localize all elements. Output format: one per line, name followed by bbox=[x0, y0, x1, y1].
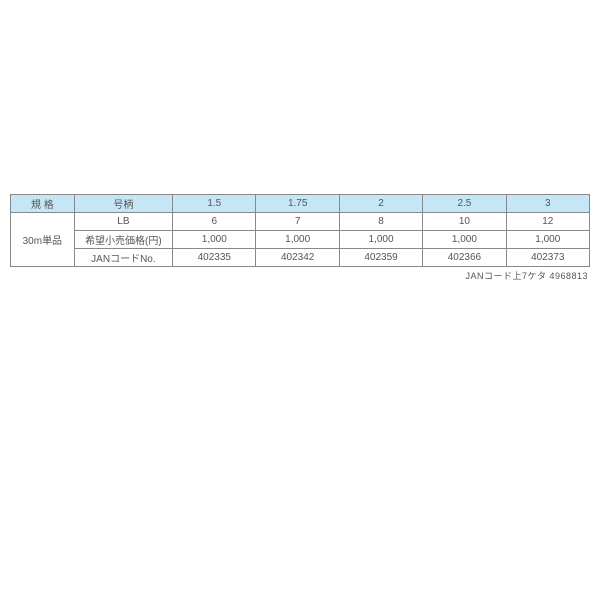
row-group-label: 30m単品 bbox=[11, 213, 75, 267]
header-cell-v4: 2.5 bbox=[423, 195, 506, 213]
header-cell-v5: 3 bbox=[506, 195, 589, 213]
value-cell: 12 bbox=[506, 213, 589, 231]
header-cell-spec: 規 格 bbox=[11, 195, 75, 213]
value-cell: 402359 bbox=[339, 249, 422, 267]
header-cell-v1: 1.5 bbox=[173, 195, 256, 213]
jan-footnote: JANコード上7ケタ 4968813 bbox=[10, 269, 590, 282]
header-cell-v3: 2 bbox=[339, 195, 422, 213]
table-row: 希望小売価格(円) 1,000 1,000 1,000 1,000 1,000 bbox=[11, 231, 590, 249]
value-cell: 6 bbox=[173, 213, 256, 231]
value-cell: 7 bbox=[256, 213, 339, 231]
header-cell-gou: 号柄 bbox=[74, 195, 172, 213]
value-cell: 10 bbox=[423, 213, 506, 231]
value-cell: 1,000 bbox=[506, 231, 589, 249]
attr-cell: JANコードNo. bbox=[74, 249, 172, 267]
attr-cell: LB bbox=[74, 213, 172, 231]
table-header-row: 規 格 号柄 1.5 1.75 2 2.5 3 bbox=[11, 195, 590, 213]
attr-cell: 希望小売価格(円) bbox=[74, 231, 172, 249]
spec-table-container: 規 格 号柄 1.5 1.75 2 2.5 3 30m単品 LB 6 7 8 1… bbox=[10, 194, 590, 282]
value-cell: 402342 bbox=[256, 249, 339, 267]
value-cell: 1,000 bbox=[339, 231, 422, 249]
spec-table: 規 格 号柄 1.5 1.75 2 2.5 3 30m単品 LB 6 7 8 1… bbox=[10, 194, 590, 267]
value-cell: 402373 bbox=[506, 249, 589, 267]
value-cell: 1,000 bbox=[173, 231, 256, 249]
value-cell: 402335 bbox=[173, 249, 256, 267]
value-cell: 8 bbox=[339, 213, 422, 231]
table-row: 30m単品 LB 6 7 8 10 12 bbox=[11, 213, 590, 231]
header-cell-v2: 1.75 bbox=[256, 195, 339, 213]
value-cell: 402366 bbox=[423, 249, 506, 267]
value-cell: 1,000 bbox=[423, 231, 506, 249]
table-row: JANコードNo. 402335 402342 402359 402366 40… bbox=[11, 249, 590, 267]
value-cell: 1,000 bbox=[256, 231, 339, 249]
